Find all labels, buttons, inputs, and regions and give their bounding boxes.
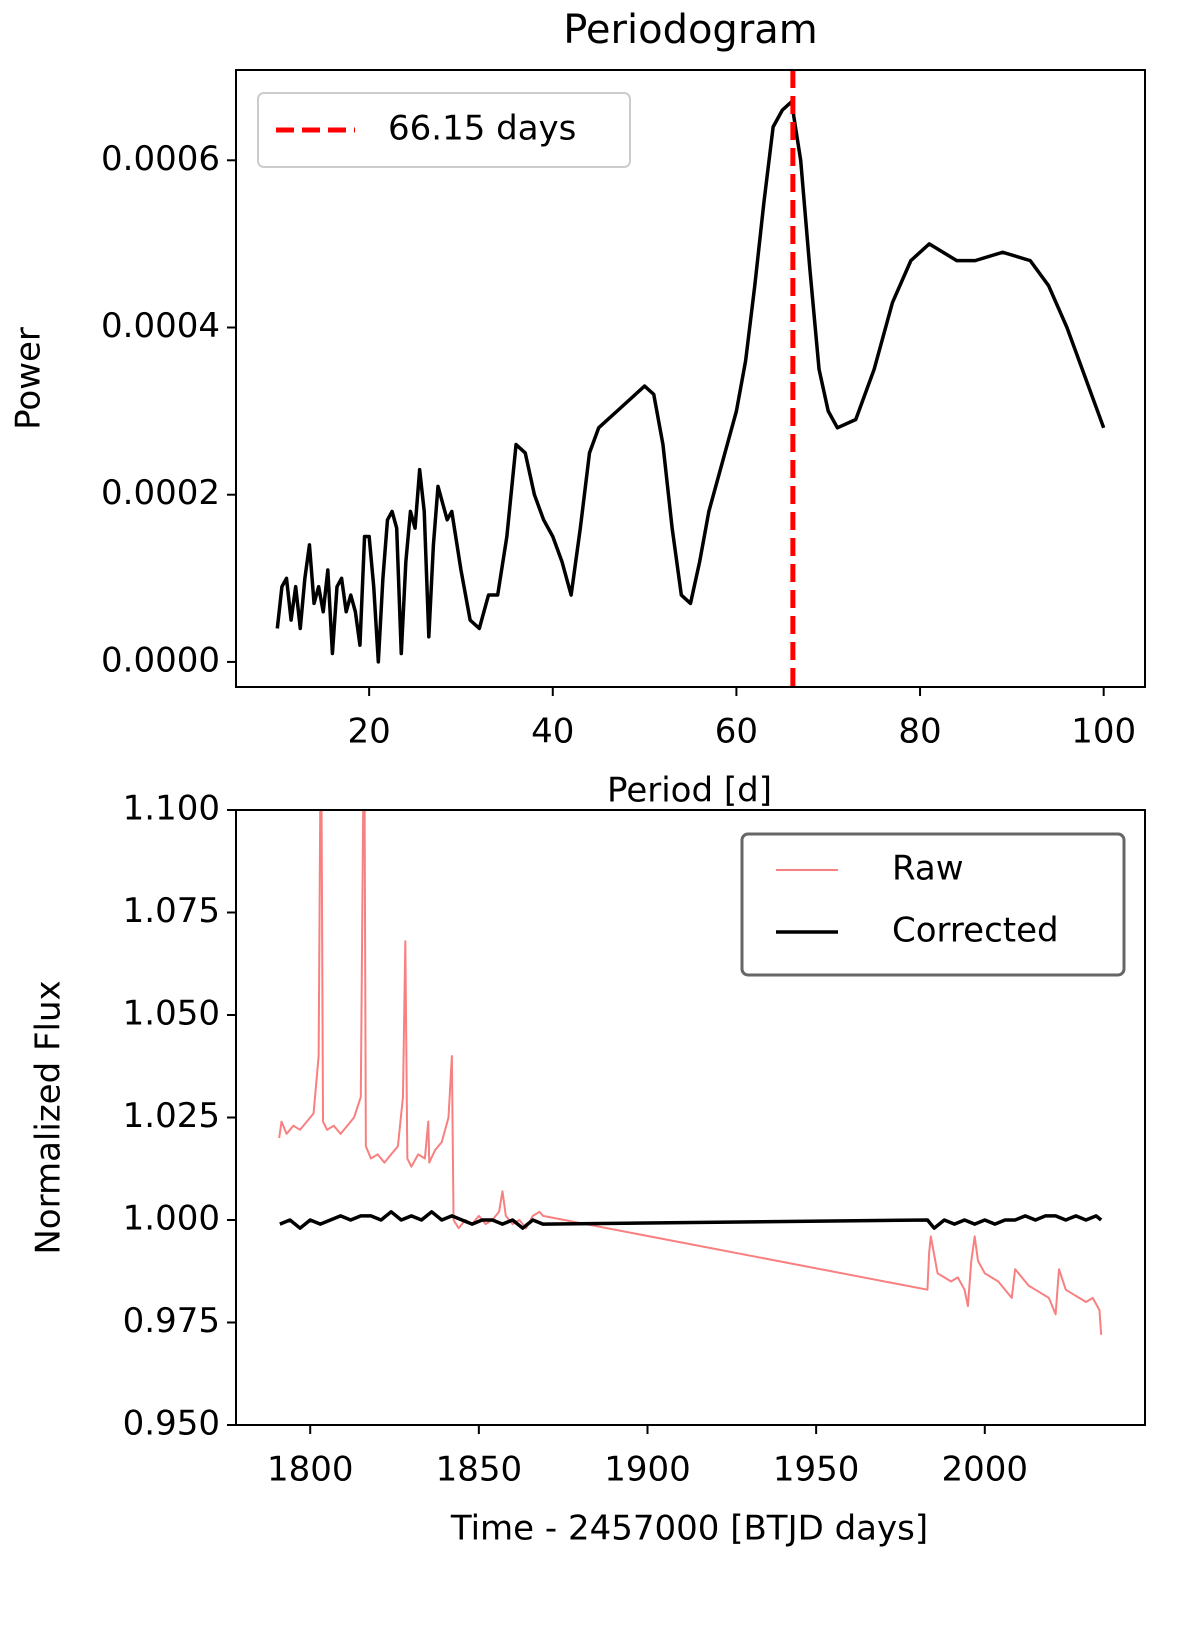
x-tick-label: 1800	[267, 1450, 354, 1490]
y-axis-label: Normalized Flux	[29, 980, 69, 1254]
plot-area	[278, 810, 1103, 1335]
x-tick-label: 60	[715, 712, 758, 752]
x-tick-label: 40	[531, 712, 574, 752]
x-axis-label: Period [d]	[607, 771, 772, 811]
y-tick-label: 0.0004	[101, 306, 220, 346]
x-tick-label: 100	[1071, 712, 1136, 752]
x-tick-label: 2000	[942, 1450, 1029, 1490]
series-line	[279, 1210, 1103, 1230]
chart-title: Periodogram	[563, 7, 818, 53]
y-tick-label: 1.050	[123, 994, 220, 1034]
legend-label: Raw	[892, 849, 964, 889]
y-tick-label: 1.075	[123, 891, 220, 931]
y-tick-label: 0.975	[123, 1301, 220, 1341]
legend-box	[257, 92, 631, 168]
y-tick-label: 0.0002	[101, 473, 220, 513]
y-tick-label: 1.025	[123, 1096, 220, 1136]
y-tick-label: 0.0000	[101, 640, 220, 680]
y-tick-label: 0.950	[123, 1404, 220, 1444]
axes-frame	[235, 69, 1146, 688]
x-tick-label: 1850	[436, 1450, 523, 1490]
x-tick-label: 1950	[773, 1450, 860, 1490]
x-tick-label: 80	[898, 712, 941, 752]
plot-area	[275, 70, 1106, 687]
x-tick-label: 20	[348, 712, 391, 752]
y-axis-label: Power	[9, 327, 49, 430]
y-tick-label: 0.0006	[101, 139, 220, 179]
legend-label: 66.15 days	[388, 109, 576, 149]
x-tick-label: 1900	[604, 1450, 691, 1490]
y-tick-label: 1.000	[123, 1199, 220, 1239]
y-tick-label: 1.100	[123, 789, 220, 829]
series-line	[275, 100, 1106, 664]
x-axis-label: Time - 2457000 [BTJD days]	[450, 1509, 928, 1549]
legend-label: Corrected	[892, 911, 1059, 951]
